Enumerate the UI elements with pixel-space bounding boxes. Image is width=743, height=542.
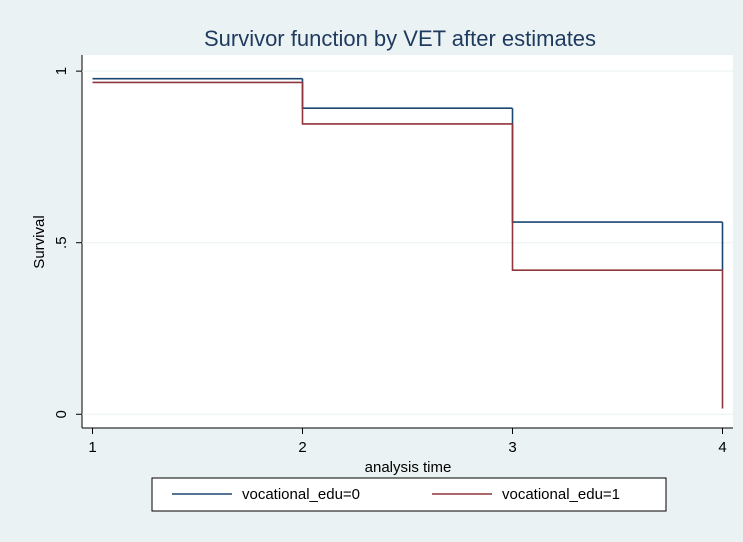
x-axis-label: analysis time [365, 459, 452, 476]
legend-label: vocational_edu=0 [242, 486, 360, 503]
x-tick-label: 2 [298, 439, 306, 456]
y-tick-label: 0 [53, 410, 70, 418]
survival-step [511, 123, 723, 271]
y-axis-label: Survival [31, 215, 48, 268]
x-tick-label: 4 [718, 439, 726, 456]
y-tick-label: 1 [53, 67, 70, 75]
plot-area [82, 55, 733, 428]
x-tick-label: 3 [508, 439, 516, 456]
legend [151, 477, 667, 512]
chart-title: Survivor function by VET after estimates [204, 26, 596, 51]
y-tick-label: .5 [53, 236, 70, 249]
survival-step [301, 82, 513, 125]
x-tick-label: 1 [88, 439, 96, 456]
legend-label: vocational_edu=1 [502, 486, 620, 503]
